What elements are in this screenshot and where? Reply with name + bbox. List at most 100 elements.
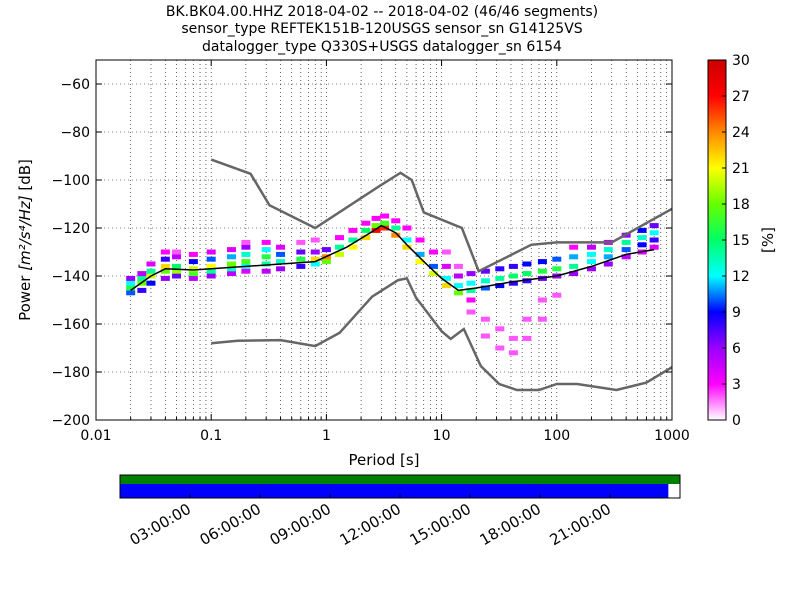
psd-cell	[522, 278, 532, 284]
psd-cell	[495, 266, 505, 272]
psd-cell	[310, 261, 320, 267]
psd-cell	[126, 285, 136, 291]
psd-cell	[226, 266, 236, 272]
psd-cell	[172, 263, 182, 269]
psd-cell	[480, 285, 490, 291]
psd-cell	[160, 275, 170, 281]
psd-cell	[371, 215, 381, 221]
coverage-tick-label: 09:00:00	[267, 500, 334, 549]
psd-cell	[276, 259, 286, 265]
psd-cell	[188, 266, 198, 272]
psd-cell	[441, 263, 451, 269]
colorbar-label: [%]	[759, 227, 777, 253]
percentile-line	[130, 224, 655, 292]
y-tick-label: −100	[52, 173, 90, 189]
psd-cell	[415, 259, 425, 265]
psd-cell	[428, 263, 438, 269]
psd-cell	[537, 316, 547, 322]
psd-cell	[371, 223, 381, 229]
coverage-psd-used	[120, 484, 669, 498]
psd-cell	[586, 266, 596, 272]
psd-cell	[146, 268, 156, 274]
psd-cell	[206, 263, 216, 269]
psd-cell	[603, 254, 613, 260]
x-tick-label: 1	[322, 428, 331, 444]
psd-cell	[160, 249, 170, 255]
coverage-bar: 03:00:00 06:00:00 09:00:00 12:00:00 15:00:00…	[119, 474, 681, 549]
plot-frame	[95, 59, 673, 421]
coverage-tick-label: 21:00:00	[547, 500, 614, 549]
psd-cell	[508, 273, 518, 279]
plot-background	[96, 60, 672, 420]
psd-cell	[441, 249, 451, 255]
psd-cell	[495, 283, 505, 289]
y-tick-label: −180	[52, 365, 90, 381]
psd-cell	[321, 247, 331, 253]
psd-cell	[391, 232, 401, 238]
psd-cell	[241, 239, 251, 245]
psd-cell	[552, 292, 562, 298]
psd-cell	[160, 256, 170, 262]
title-line-2: sensor_type REFTEK151B-120USGS sensor_sn…	[181, 21, 582, 37]
psd-cell	[495, 326, 505, 332]
y-tick-label: −80	[60, 125, 90, 141]
psd-cell	[296, 256, 306, 262]
psd-cell	[276, 251, 286, 257]
title-line-3: datalogger_type Q330S+USGS datalogger_sn…	[202, 39, 562, 55]
psd-cell	[380, 220, 390, 226]
psd-cell	[241, 251, 251, 257]
psd-cell	[172, 268, 182, 274]
psd-cell	[321, 259, 331, 265]
psd-cell	[428, 271, 438, 277]
psd-cell	[335, 251, 345, 257]
y-tick-label: −200	[52, 413, 90, 429]
colorbar-tick-label: 21	[732, 161, 750, 177]
colorbar-tick-label: 6	[732, 341, 741, 357]
psd-cell	[160, 268, 170, 274]
psd-cell	[206, 249, 216, 255]
psd-cell	[586, 259, 596, 265]
chart-title: BK.BK04.00.HHZ 2018-04-02 -- 2018-04-02 …	[166, 4, 598, 55]
psd-cell	[391, 225, 401, 231]
colorbar-tick-label: 0	[732, 413, 741, 429]
noise-model-line	[210, 158, 673, 273]
colorbar-tick-label: 27	[732, 89, 750, 105]
psd-cell	[495, 345, 505, 351]
psd-cell	[126, 280, 136, 286]
psd-cell	[637, 227, 647, 233]
psd-cell	[261, 239, 271, 245]
psd-cell	[261, 268, 271, 274]
psd-cell	[380, 213, 390, 219]
psd-cell	[206, 268, 216, 274]
psd-cell	[348, 227, 358, 233]
psd-cell	[586, 251, 596, 257]
psd-cell	[441, 275, 451, 281]
psd-cell	[453, 283, 463, 289]
psd-cell	[603, 247, 613, 253]
psd-cell	[361, 220, 371, 226]
psd-cell	[569, 263, 579, 269]
psd-cell	[508, 280, 518, 286]
coverage-tick-label: 15:00:00	[407, 500, 474, 549]
psd-cell	[261, 247, 271, 253]
coverage-time-ticks: 03:00:00 06:00:00 09:00:00 12:00:00 15:00:00…	[127, 494, 614, 549]
percentile-curve	[130, 224, 655, 292]
y-axis-label-suffix: [dB]	[16, 159, 34, 195]
psd-cell	[415, 251, 425, 257]
psd-cell	[428, 249, 438, 255]
psd-cell	[137, 287, 147, 293]
psd-cell	[241, 268, 251, 274]
y-axis-label-prefix: Power	[16, 271, 34, 321]
psd-cell	[453, 290, 463, 296]
psd-cell	[415, 237, 425, 243]
psd-cell	[552, 266, 562, 272]
psd-cell	[508, 263, 518, 269]
coverage-tick-label: 18:00:00	[477, 500, 544, 549]
psd-cell	[480, 333, 490, 339]
psd-cell	[146, 280, 156, 286]
psd-cell	[522, 261, 532, 267]
psd-cell	[371, 227, 381, 233]
psd-cell	[296, 263, 306, 269]
coverage-tick-label: 03:00:00	[127, 500, 194, 549]
